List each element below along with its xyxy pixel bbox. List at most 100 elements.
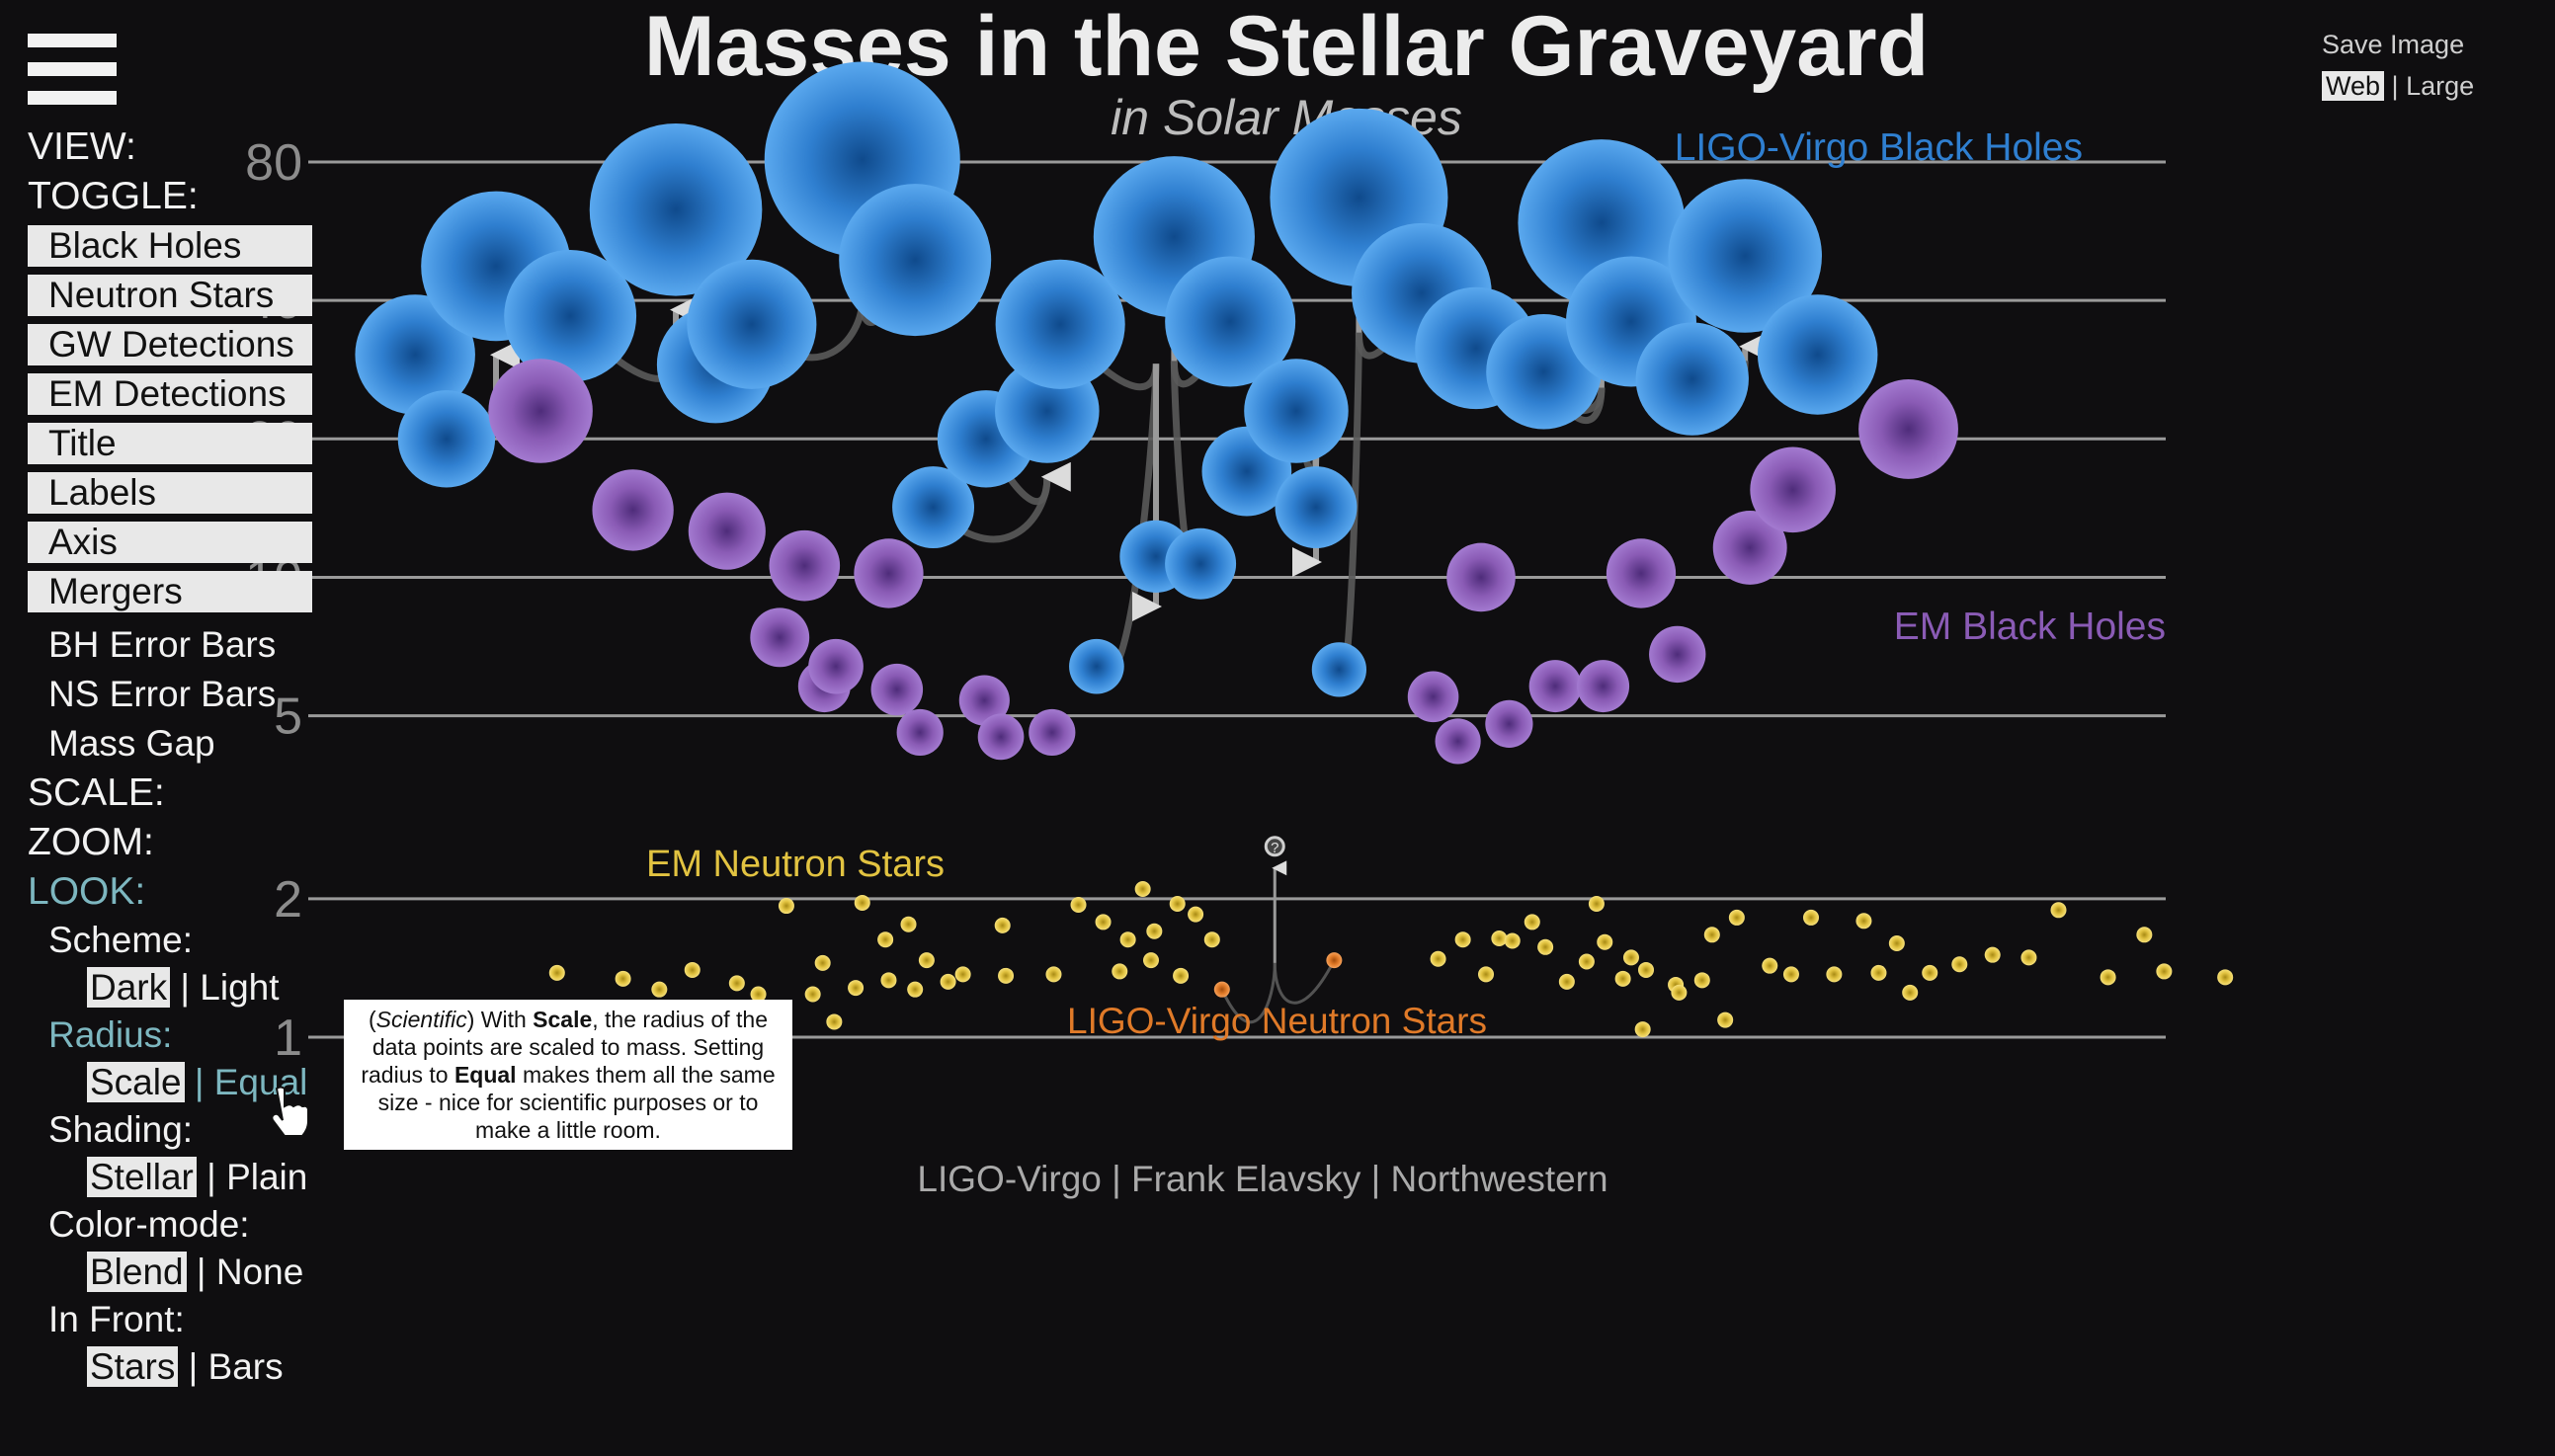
shading-stellar-option[interactable]: Stellar [87,1157,197,1197]
radius-equal-option[interactable]: Equal [213,1062,308,1102]
data-point[interactable] [977,713,1025,761]
data-point[interactable] [1577,660,1630,713]
in-front-bars-option[interactable]: Bars [207,1346,284,1387]
data-point[interactable] [1169,895,1186,912]
data-point[interactable] [1762,957,1778,974]
data-point[interactable] [900,916,917,932]
radius-scale-option[interactable]: Scale [87,1062,185,1102]
data-point[interactable] [1588,895,1605,912]
data-point[interactable] [1454,931,1471,948]
data-point[interactable] [1717,1011,1734,1028]
scheme-light-option[interactable]: Light [200,967,280,1008]
data-point[interactable] [1597,933,1613,950]
data-point[interactable] [854,538,924,608]
scale-section[interactable]: SCALE: [28,771,165,814]
data-point[interactable] [397,390,496,488]
data-point[interactable] [1693,972,1710,989]
data-point[interactable] [1858,379,1958,479]
data-point[interactable] [688,492,766,570]
data-point[interactable] [687,259,817,389]
data-point[interactable] [814,954,831,971]
data-point[interactable] [684,961,701,978]
data-point[interactable] [615,970,631,987]
data-point[interactable] [1826,966,1843,983]
data-point[interactable] [1870,964,1887,981]
data-point[interactable] [1671,984,1688,1001]
data-point[interactable] [1407,671,1459,723]
data-point[interactable] [907,981,924,998]
data-point[interactable] [1638,961,1654,978]
data-point[interactable] [2217,969,2234,986]
data-point[interactable] [1069,638,1124,694]
data-point[interactable] [1188,906,1204,923]
data-point[interactable] [728,975,745,992]
data-point[interactable] [1635,322,1749,436]
toggle-neutron-stars-button[interactable]: Neutron Stars [28,275,312,316]
in-front-stars-option[interactable]: Stars [87,1346,179,1387]
zoom-section[interactable]: ZOOM: [28,821,154,863]
save-large-option[interactable]: Large [2406,71,2475,101]
data-point[interactable] [804,986,821,1003]
save-web-option[interactable]: Web [2322,71,2385,101]
data-point[interactable] [1146,923,1163,939]
data-point[interactable] [1119,931,1136,948]
toggle-em-detections-button[interactable]: EM Detections [28,373,312,415]
data-point[interactable] [880,972,897,989]
data-point[interactable] [592,469,674,551]
data-point[interactable] [1782,966,1799,983]
toggle-gw-detections-button[interactable]: GW Detections [28,324,312,365]
data-point[interactable] [848,980,865,997]
toggle-mergers-button[interactable]: Mergers [28,571,312,612]
data-point[interactable] [750,986,767,1003]
data-point[interactable] [355,294,475,415]
data-point[interactable] [826,1013,843,1030]
data-point[interactable] [548,964,565,981]
data-point[interactable] [808,638,864,694]
data-point[interactable] [1326,952,1343,969]
data-point[interactable] [1478,966,1495,983]
data-point[interactable] [1275,466,1358,548]
data-point[interactable] [1984,946,2001,963]
data-point[interactable] [1528,660,1582,713]
color-mode-blend-option[interactable]: Blend [87,1252,187,1292]
data-point[interactable] [589,122,763,296]
look-section[interactable]: LOOK: [28,870,146,913]
data-point[interactable] [2100,969,2116,986]
data-point[interactable] [1095,914,1112,930]
toggle-black-holes-button[interactable]: Black Holes [28,225,312,267]
data-point[interactable] [896,708,944,757]
data-point[interactable] [1504,932,1521,949]
data-point[interactable] [504,249,637,382]
data-point[interactable] [1435,718,1481,765]
data-point[interactable] [839,184,992,337]
data-point[interactable] [1213,981,1230,998]
toggle-mass-gap[interactable]: Mass Gap [48,723,215,764]
data-point[interactable] [1173,967,1190,984]
data-point[interactable] [1165,256,1296,387]
data-point[interactable] [1446,542,1516,612]
data-point[interactable] [1803,909,1819,926]
data-point[interactable] [1244,359,1349,463]
data-point[interactable] [1951,956,1968,973]
data-point[interactable] [995,259,1125,389]
data-point[interactable] [1855,913,1872,930]
data-point[interactable] [2156,963,2173,980]
toggle-section[interactable]: TOGGLE: [28,175,199,217]
color-mode-none-option[interactable]: None [215,1252,304,1292]
data-point[interactable] [1728,909,1745,926]
data-point[interactable] [1537,938,1554,955]
unknown-remnant-point[interactable] [1264,836,1285,857]
data-point[interactable] [1649,625,1706,684]
data-point[interactable] [769,529,841,602]
data-point[interactable] [1029,708,1076,757]
data-point[interactable] [854,894,870,911]
data-point[interactable] [488,359,593,463]
hamburger-menu-icon[interactable] [28,34,117,105]
toggle-ns-error-bars[interactable]: NS Error Bars [48,674,277,714]
data-point[interactable] [778,898,794,915]
data-point[interactable] [940,973,956,990]
data-point[interactable] [877,931,894,948]
data-point[interactable] [1712,510,1787,585]
data-point[interactable] [994,917,1011,933]
data-point[interactable] [918,952,935,969]
